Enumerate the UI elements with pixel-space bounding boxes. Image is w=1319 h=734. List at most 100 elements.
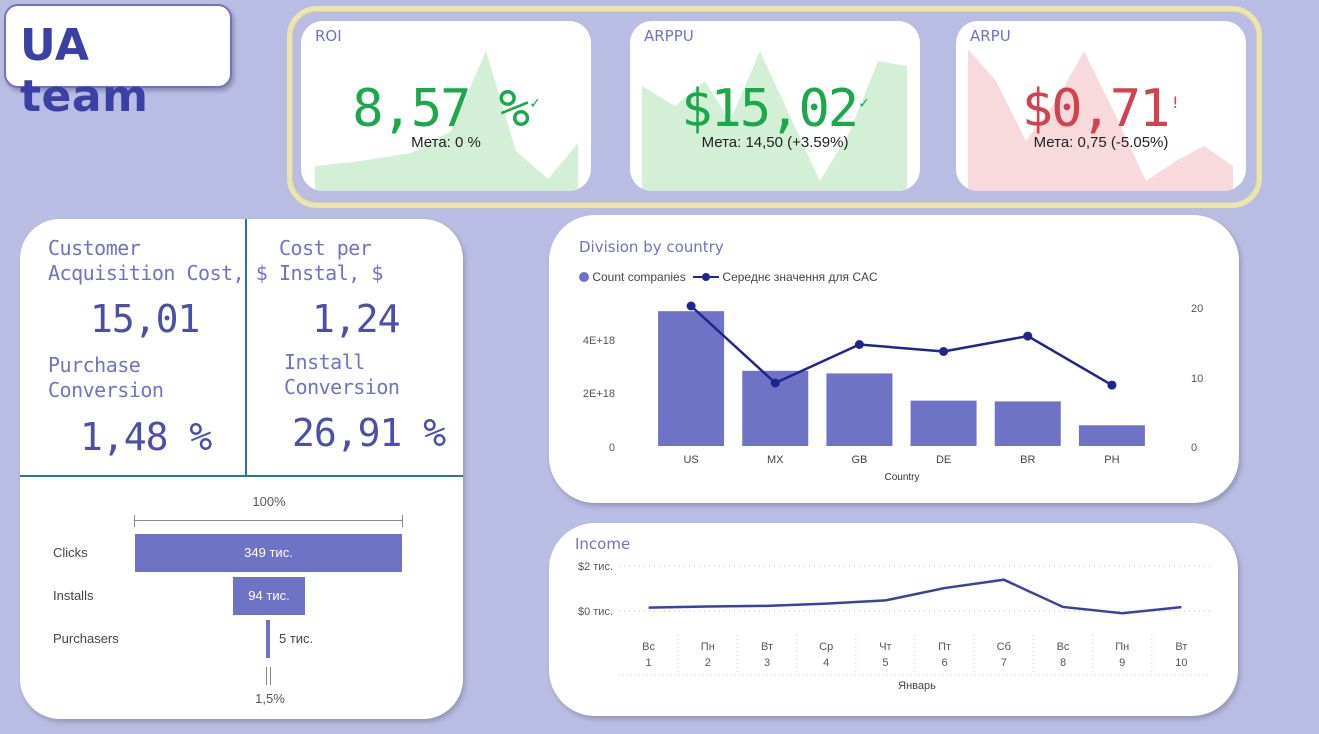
income-y-tick: $2 тис.: [578, 561, 613, 573]
cac-point[interactable]: [854, 340, 864, 349]
funnel-label-clicks: Clicks: [53, 545, 88, 560]
left-tick: 4E+18: [583, 335, 615, 347]
kpi-card-arpu[interactable]: ARPU $0,71! Мета: 0,75 (-5.05%): [956, 21, 1246, 191]
funnel-bottom-label: 1,5%: [255, 691, 285, 706]
kpi-goal: Мета: 14,50 (+3.59%): [701, 134, 849, 151]
income-date-label: 7: [1001, 657, 1007, 669]
warning-icon: !: [1170, 93, 1181, 112]
legend-line-label: Середнє значення для CAC: [722, 270, 878, 284]
funnel-bar-installs[interactable]: 94 тис.: [233, 577, 305, 615]
income-date-label: 4: [823, 657, 829, 669]
income-chart-panel: Income $2 тис. $0 тис. Январь Вс 1 Пн 2 Вт 3 С…: [549, 523, 1238, 716]
cpi-label-line1: Cost per: [279, 236, 372, 260]
cac-point[interactable]: [686, 301, 696, 311]
income-y-tick: $0 тис.: [578, 606, 613, 618]
arpu-sparkline: [968, 49, 1233, 191]
cac-label: Customer Acquisition Cost, $: [48, 236, 268, 286]
income-date-label: 8: [1060, 657, 1066, 669]
cac-point[interactable]: [939, 347, 949, 356]
kpi-title: ARPU: [970, 27, 1011, 45]
kpi-title: ROI: [315, 27, 342, 45]
right-tick: 10: [1191, 373, 1203, 385]
kpi-value: $15,02 ✓: [630, 79, 920, 139]
country-bar[interactable]: [994, 401, 1061, 446]
legend-bar-marker: [579, 272, 589, 282]
income-month-label: Январь: [898, 680, 936, 692]
team-logo: UA team: [4, 4, 232, 122]
cac-point[interactable]: [1107, 380, 1117, 390]
ic-label-line2: Conversion: [284, 375, 400, 399]
country-chart-title: Division by country: [579, 238, 724, 256]
income-day-label: Вс: [642, 641, 655, 653]
income-date-label: 9: [1119, 657, 1125, 669]
cac-label-line2: Acquisition Cost, $: [48, 261, 268, 285]
metrics-panel: Customer Acquisition Cost, $ 15,01 Cost …: [20, 219, 463, 719]
arppu-sparkline: [642, 51, 907, 191]
country-chart-panel: Division by country Count companies Сере…: [549, 215, 1239, 503]
left-tick: 2E+18: [583, 388, 615, 400]
kpi-title: ARPPU: [644, 27, 694, 45]
income-date-label: 6: [942, 657, 948, 669]
purchase-conversion-label: Purchase Conversion: [48, 353, 164, 403]
funnel-bar-clicks[interactable]: 349 тис.: [135, 534, 402, 572]
kpi-value: $0,71!: [956, 79, 1246, 139]
purchase-conversion-value: 1,48 %: [80, 415, 212, 459]
vertical-divider: [245, 219, 247, 476]
kpi-value-text: $15,02: [681, 79, 859, 139]
country-bar[interactable]: [826, 373, 893, 446]
legend-line-marker: [693, 273, 720, 281]
kpi-frame: [287, 6, 1262, 208]
income-day-label: Сб: [997, 641, 1011, 653]
right-tick: 0: [1191, 442, 1197, 454]
cac-value: 15,01: [90, 297, 200, 341]
kpi-card-arppu[interactable]: ARPPU $15,02 ✓ Мета: 14,50 (+3.59%): [630, 21, 920, 191]
funnel-value-purchasers: 5 тис.: [279, 631, 314, 646]
country-tick-label: DE: [936, 454, 951, 466]
install-conversion-value: 26,91 %: [292, 411, 446, 455]
income-day-label: Пн: [1115, 641, 1129, 653]
cac-line: [690, 305, 1113, 387]
ic-label-line1: Install: [284, 350, 365, 374]
kpi-value-text: $0,71: [1021, 79, 1171, 139]
kpi-goal: Мета: 0,75 (-5.05%): [1033, 134, 1169, 151]
cac-point[interactable]: [1023, 331, 1033, 341]
legend-bar-label: Count companies: [592, 270, 686, 284]
income-day-label: Вт: [761, 641, 773, 653]
income-chart-title: Income: [575, 535, 631, 553]
country-chart-svg: 0 2E+18 4E+18 0 10 20 Country US MX GB DE BR…: [583, 301, 1203, 483]
income-date-label: 3: [764, 657, 770, 669]
income-day-label: Пт: [938, 641, 951, 653]
income-date-label: 5: [882, 657, 888, 669]
install-conversion-label: Install Conversion: [284, 350, 400, 400]
right-tick: 20: [1191, 303, 1203, 315]
funnel-bottom-bracket: [266, 667, 271, 685]
country-bar[interactable]: [1078, 425, 1145, 446]
check-icon: ✓: [530, 93, 540, 112]
funnel-bracket: [134, 515, 403, 527]
pc-label-line2: Conversion: [48, 378, 164, 402]
income-line[interactable]: [648, 578, 1182, 615]
income-day-label: Вт: [1175, 641, 1187, 653]
funnel-bar-purchasers[interactable]: [266, 620, 270, 658]
country-tick-label: GB: [851, 454, 867, 466]
income-day-label: Ср: [819, 641, 833, 653]
country-tick-label: MX: [767, 454, 784, 466]
logo-text: UA team: [20, 20, 149, 122]
country-bar[interactable]: [910, 400, 977, 446]
left-tick: 0: [609, 442, 615, 454]
country-tick-label: BR: [1020, 454, 1035, 466]
income-chart-svg: $2 тис. $0 тис. Январь Вс 1 Пн 2 Вт 3 Ср 4 Чт 5 Пт…: [578, 561, 1211, 692]
income-date-label: 2: [705, 657, 711, 669]
country-chart-legend: Count companies Середнє значення для CAC: [579, 270, 878, 284]
country-bar[interactable]: [658, 311, 725, 446]
funnel-top-label: 100%: [252, 494, 286, 509]
country-axis-label: Country: [884, 472, 919, 483]
kpi-value: 8,57 % ✓: [301, 79, 591, 139]
kpi-card-roi[interactable]: ROI 8,57 % ✓ Мета: 0 %: [301, 21, 591, 191]
cac-point[interactable]: [770, 378, 780, 388]
funnel-label-installs: Installs: [53, 588, 94, 603]
income-day-label: Пн: [701, 641, 715, 653]
kpi-goal: Мета: 0 %: [411, 134, 481, 151]
cpi-label: Cost per Instal, $: [279, 236, 383, 286]
horizontal-divider: [20, 475, 463, 477]
